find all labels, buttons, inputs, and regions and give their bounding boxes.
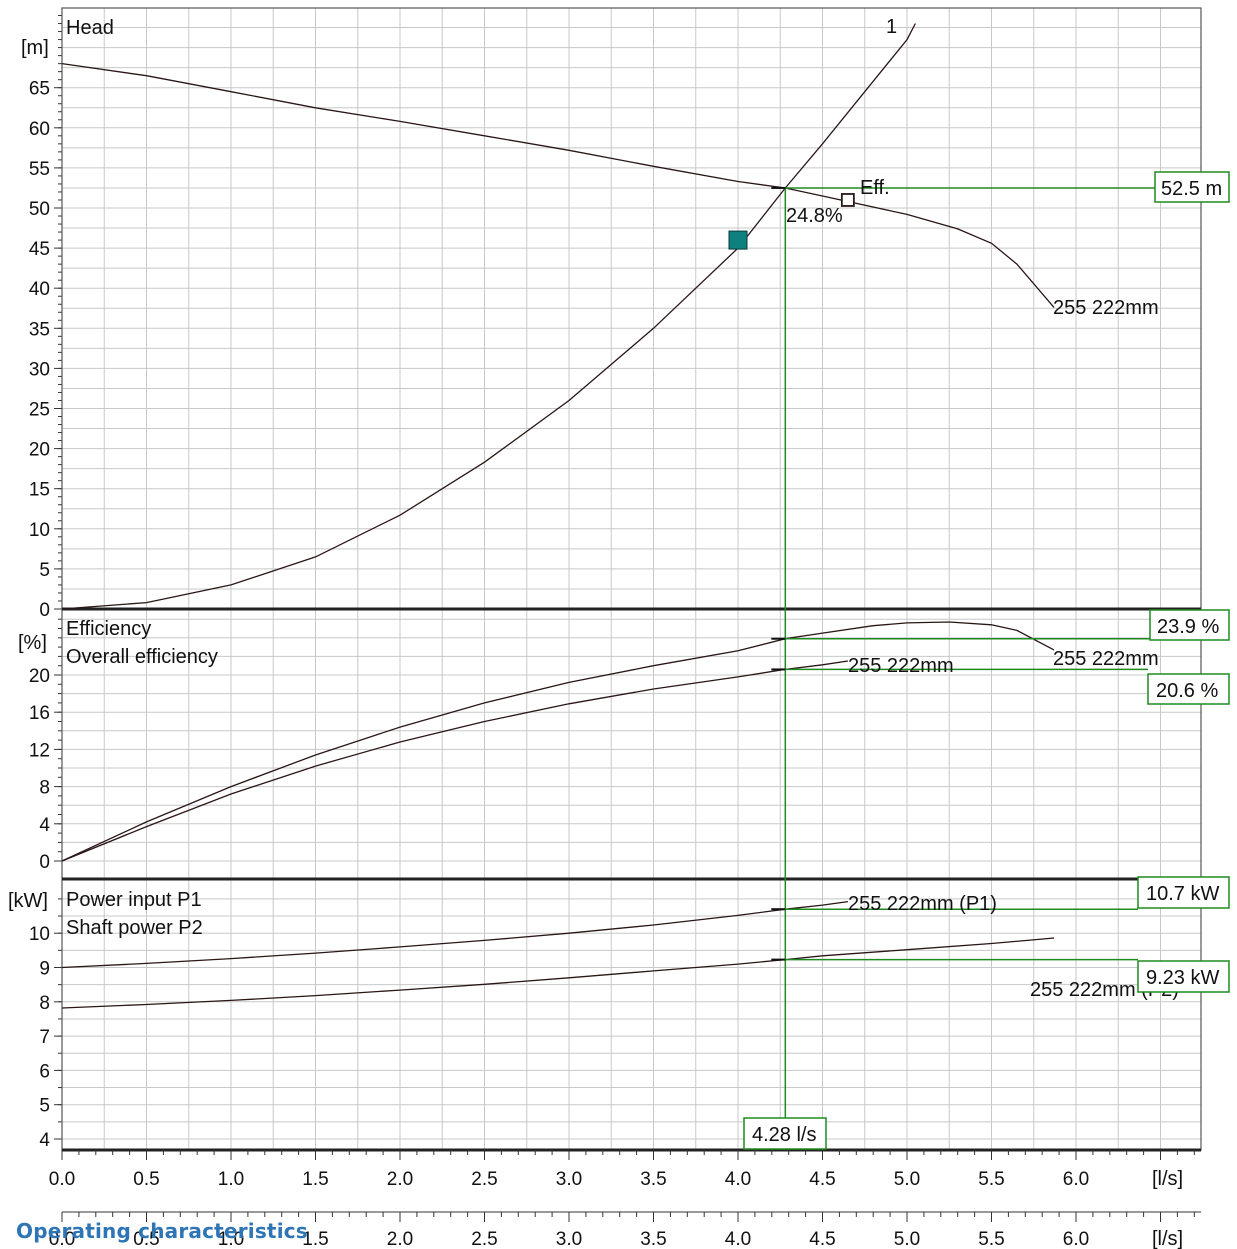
markers xyxy=(728,186,1155,1118)
eff-value-label: 24.8% xyxy=(786,205,843,227)
p1-readout-value: 10.7 kW xyxy=(1146,883,1219,905)
power-panel-title: Power input P1 xyxy=(66,889,202,911)
x-tick-label: 3.0 xyxy=(556,1229,582,1249)
power-axis-unit: [kW] xyxy=(8,890,48,912)
x-tick-label: 0.5 xyxy=(133,1169,159,1190)
flow-readout-box: 4.28 l/s xyxy=(743,1117,827,1150)
efficiency-readout-value: 23.9 % xyxy=(1157,616,1219,638)
head-curve-label: 255 222mm xyxy=(1053,297,1159,319)
x-tick-label: 1.0 xyxy=(218,1169,244,1190)
y-tick-label: 8 xyxy=(39,778,50,799)
x-tick-label: 6.0 xyxy=(1063,1169,1089,1190)
flow-readout-value: 4.28 l/s xyxy=(752,1124,816,1146)
p1-curve-label: 255 222mm (P1) xyxy=(848,893,997,915)
y-tick-label: 4 xyxy=(39,1130,50,1151)
y-tick-label: 0 xyxy=(39,852,50,873)
system-curve-label: 1 xyxy=(886,16,897,38)
efficiency-curve-label: 255 222mm xyxy=(1053,648,1159,670)
y-tick-label: 40 xyxy=(29,279,50,300)
x-tick-label: 3.5 xyxy=(640,1229,666,1249)
y-tick-label: 9 xyxy=(39,959,50,980)
efficiency-panel-subtitle: Overall efficiency xyxy=(66,646,218,668)
section-title: Operating characteristics xyxy=(16,1219,308,1243)
x-tick-label: 1.5 xyxy=(302,1169,328,1190)
head-axis-unit: [m] xyxy=(21,37,49,59)
y-tick-label: 55 xyxy=(29,159,50,180)
x-tick-label: 2.0 xyxy=(387,1169,413,1190)
y-tick-label: 16 xyxy=(29,703,50,724)
y-tick-label: 15 xyxy=(29,480,50,501)
x-tick-label: 2.0 xyxy=(387,1229,413,1249)
y-tick-label: 6 xyxy=(39,1061,50,1082)
x-tick-label: 4.5 xyxy=(809,1169,835,1190)
y-tick-label: 35 xyxy=(29,319,50,340)
chart-frame xyxy=(54,7,1202,1222)
y-tick-label: 20 xyxy=(29,440,50,461)
curve-line xyxy=(61,660,848,862)
efficiency-axis-unit: [%] xyxy=(18,632,47,654)
y-tick-label: 4 xyxy=(39,815,50,836)
x-axis-unit: [l/s] xyxy=(1152,1168,1183,1190)
curve-line xyxy=(61,937,1055,1009)
overall-efficiency-readout-box: 20.6 % xyxy=(1147,673,1230,705)
x-tick-label: 6.0 xyxy=(1063,1229,1089,1249)
x-tick-label: 1.5 xyxy=(302,1229,328,1249)
head-readout-value: 52.5 m xyxy=(1161,178,1222,200)
y-tick-label: 0 xyxy=(39,600,50,621)
y-tick-label: 65 xyxy=(29,79,50,100)
curve-line xyxy=(61,23,916,610)
y-tick-label: 45 xyxy=(29,239,50,260)
power-panel-subtitle: Shaft power P2 xyxy=(66,917,203,939)
overall-efficiency-curve-label: 255 222mm xyxy=(848,655,954,677)
x-tick-label: 4.0 xyxy=(725,1229,751,1249)
x-tick-label: 4.0 xyxy=(725,1169,751,1190)
x-tick-label: 5.5 xyxy=(978,1169,1004,1190)
efficiency-readout-box: 23.9 % xyxy=(1149,609,1230,641)
x-tick-label: 5.5 xyxy=(978,1229,1004,1249)
readouts: 52.5 m 23.9 % 20.6 % 10.7 kW 9.23 kW 4.2… xyxy=(743,171,1230,1150)
y-tick-label: 10 xyxy=(29,520,50,541)
x-tick-label: 5.0 xyxy=(894,1169,920,1190)
x-tick-label: 2.5 xyxy=(471,1229,497,1249)
x-tick-label: 0.5 xyxy=(133,1229,159,1249)
x-tick-label: 4.5 xyxy=(809,1229,835,1249)
x-tick-label: 1.0 xyxy=(218,1229,244,1249)
x-tick-label: 5.0 xyxy=(894,1229,920,1249)
curves xyxy=(61,23,1055,1009)
y-tick-label: 25 xyxy=(29,400,50,421)
x-axis-unit-secondary: [l/s] xyxy=(1152,1228,1183,1249)
p2-readout-value: 9.23 kW xyxy=(1146,967,1219,989)
p2-readout-box: 9.23 kW xyxy=(1137,960,1230,993)
p1-readout-box: 10.7 kW xyxy=(1137,876,1230,909)
x-tick-label: 3.5 xyxy=(640,1169,666,1190)
x-tick-label: 3.0 xyxy=(556,1169,582,1190)
best-efficiency-marker xyxy=(840,193,855,207)
y-tick-label: 7 xyxy=(39,1027,50,1048)
x-tick-label: 0.0 xyxy=(49,1169,75,1190)
curve-line xyxy=(61,621,1055,862)
x-tick-label: 2.5 xyxy=(471,1169,497,1190)
y-tick-label: 5 xyxy=(39,560,50,581)
overall-efficiency-readout-value: 20.6 % xyxy=(1156,680,1218,702)
head-readout-box: 52.5 m xyxy=(1154,171,1230,203)
efficiency-panel-title: Efficiency xyxy=(66,618,151,640)
duty-point-marker xyxy=(728,230,748,250)
y-tick-label: 30 xyxy=(29,359,50,380)
labels: Head [m] 1 Eff. 24.8% 255 222mm Efficien… xyxy=(8,16,1183,1249)
y-tick-label: 20 xyxy=(29,666,50,687)
x-tick-label: 0.0 xyxy=(49,1229,75,1249)
y-tick-label: 8 xyxy=(39,993,50,1014)
y-tick-label: 5 xyxy=(39,1096,50,1117)
y-tick-label: 50 xyxy=(29,199,50,220)
curve-line xyxy=(61,62,1055,308)
y-tick-label: 10 xyxy=(29,924,50,945)
y-tick-label: 12 xyxy=(29,740,50,761)
head-panel-title: Head xyxy=(66,17,114,39)
y-tick-label: 60 xyxy=(29,119,50,140)
eff-marker-label: Eff. xyxy=(860,177,890,199)
